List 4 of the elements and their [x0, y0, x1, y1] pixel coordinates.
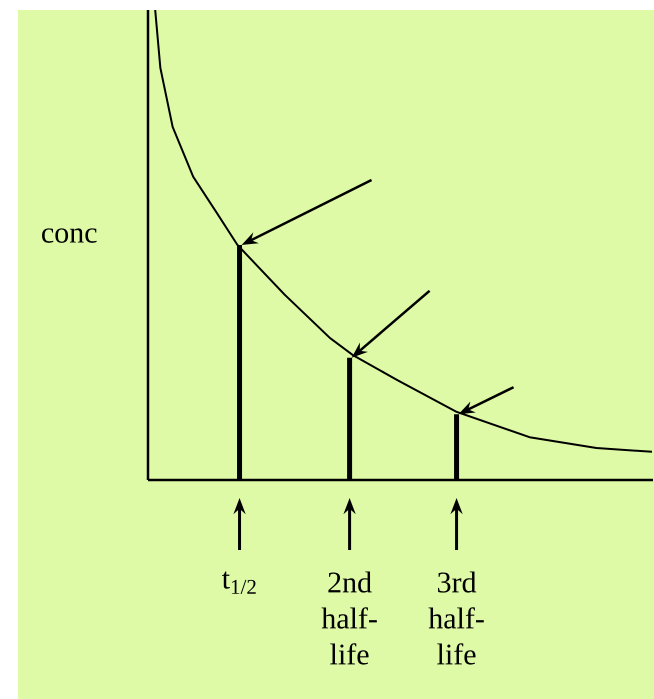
x-tick-label: t$_{1/2}$ [222, 572, 256, 594]
x-tick-label: 3rd half-life [428, 572, 484, 665]
x-tick-label: 2nd half-life [322, 572, 377, 665]
y-axis-title: conc [42, 228, 97, 243]
